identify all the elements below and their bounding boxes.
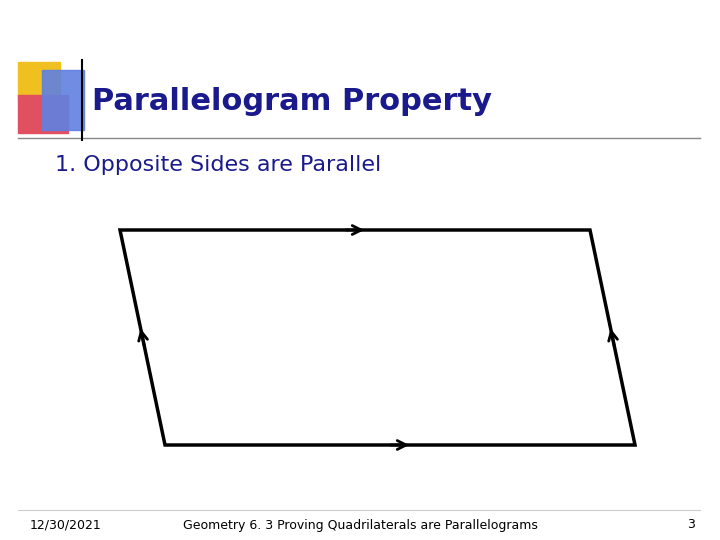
- Text: 3: 3: [687, 518, 695, 531]
- Text: Geometry 6. 3 Proving Quadrilaterals are Parallelograms: Geometry 6. 3 Proving Quadrilaterals are…: [183, 518, 537, 531]
- Text: Parallelogram Property: Parallelogram Property: [92, 87, 492, 117]
- Bar: [18, 62, 60, 100]
- Text: 12/30/2021: 12/30/2021: [30, 518, 102, 531]
- Text: 1. Opposite Sides are Parallel: 1. Opposite Sides are Parallel: [55, 155, 382, 175]
- Bar: [18, 95, 68, 133]
- Bar: [42, 70, 84, 130]
